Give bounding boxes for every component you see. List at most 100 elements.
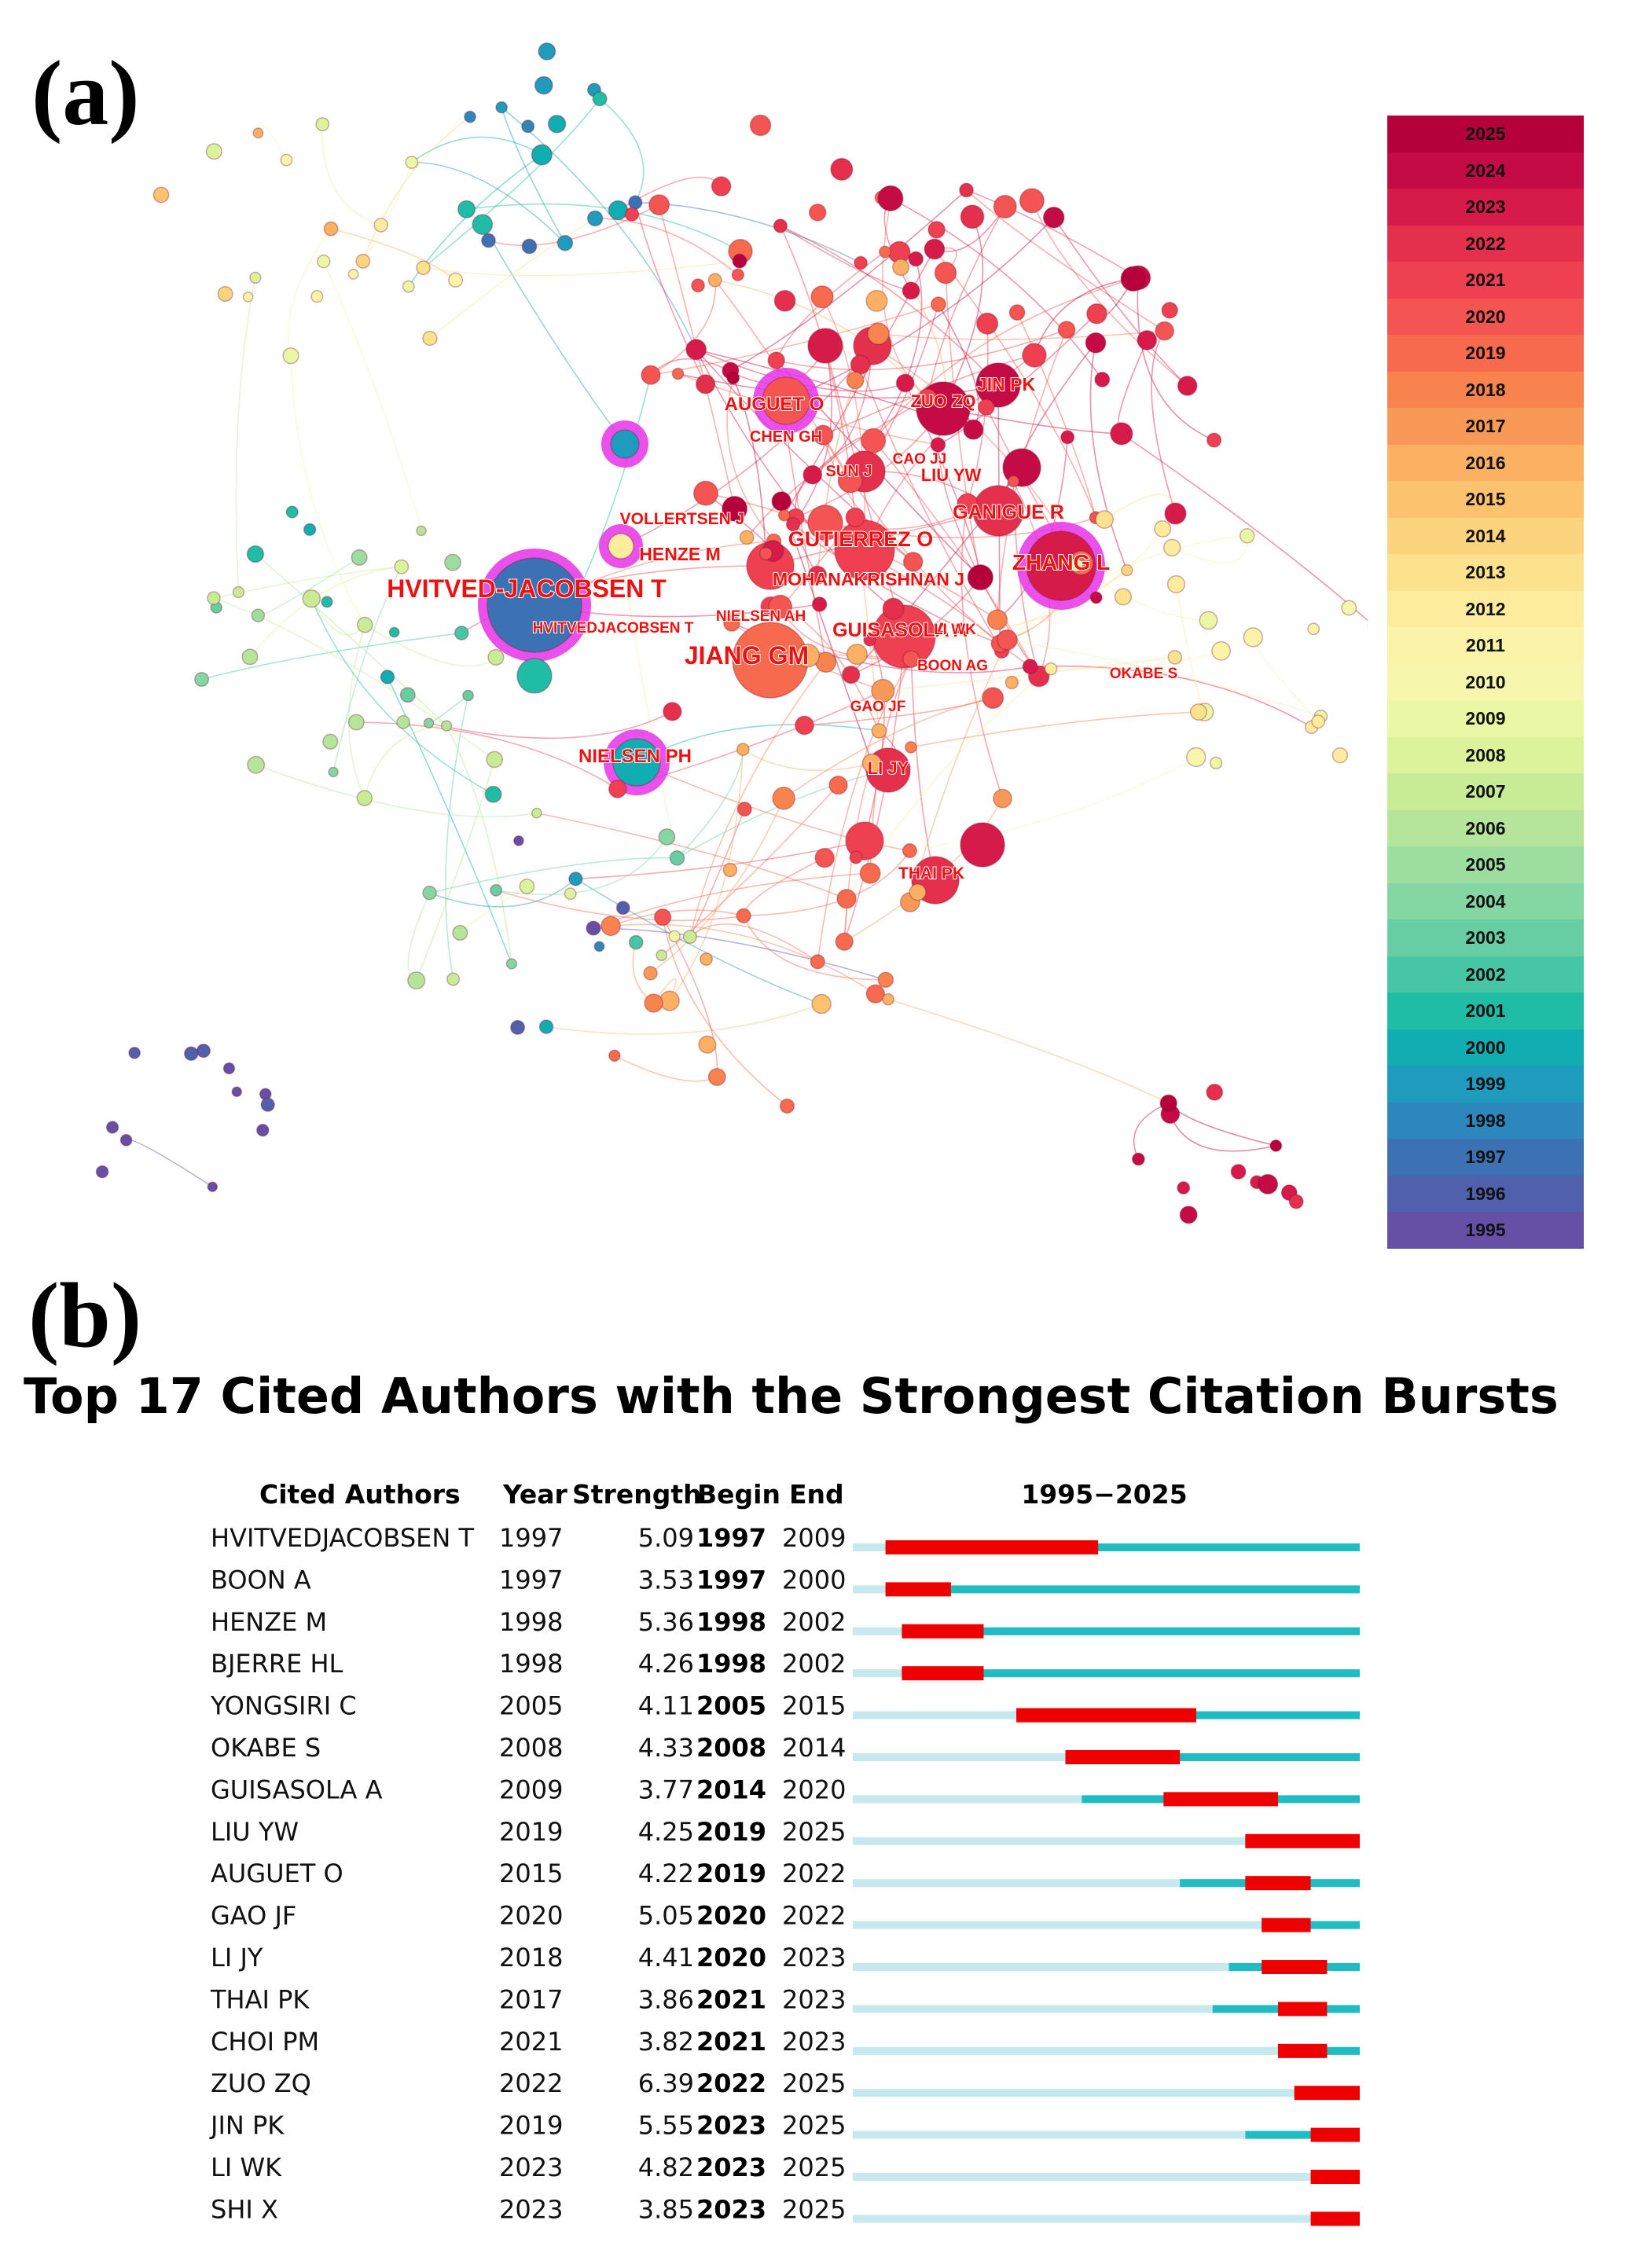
row-year: 2017 [499, 1984, 563, 2014]
row-end: 2025 [782, 2194, 846, 2224]
network-node [1159, 1094, 1177, 1112]
row-begin: 2020 [696, 1901, 766, 1931]
network-node [95, 1165, 109, 1179]
network-node [251, 608, 266, 622]
row-strength: 4.22 [638, 1859, 694, 1888]
network-node [711, 176, 732, 196]
node-label: LIU YW [921, 465, 982, 485]
burst-row: LI JY 2018 4.41 2020 2023 [211, 1943, 1360, 1974]
burst-segment [1277, 2002, 1328, 2017]
network-edge [878, 330, 1165, 340]
row-begin: 2021 [696, 1984, 766, 2014]
network-node [516, 658, 553, 694]
row-strength: 4.26 [638, 1649, 694, 1679]
node-label: LI WK [934, 622, 976, 638]
network-node [986, 609, 1008, 630]
burst-row: JIN PK 2019 5.55 2023 2025 [209, 2111, 1360, 2142]
row-author: LIU YW [211, 1817, 299, 1847]
network-node [993, 194, 1017, 219]
network-edge [746, 398, 928, 538]
network-edge [792, 523, 1001, 644]
network-node [1120, 266, 1147, 292]
network-edge [620, 545, 678, 858]
network-node [1068, 557, 1084, 573]
network-edge [330, 228, 457, 281]
network-node [1307, 622, 1320, 636]
row-begin: 2005 [696, 1691, 766, 1721]
network-node [355, 253, 371, 269]
network-node [768, 594, 793, 619]
legend-year-2016: 2016 [1387, 444, 1584, 481]
network-node [877, 971, 894, 989]
network-node [691, 278, 706, 293]
network-edge [890, 197, 1103, 380]
network-node [722, 862, 738, 878]
network-node [446, 972, 461, 986]
timeline-bar [853, 1837, 1360, 1845]
legend-year-2021: 2021 [1387, 262, 1584, 299]
network-edge [1089, 343, 1128, 571]
network-edge [501, 107, 566, 244]
row-year: 2023 [499, 2194, 563, 2224]
network-node [1019, 188, 1045, 214]
network-edge [689, 923, 818, 963]
network-node [285, 505, 299, 519]
legend-year-2007: 2007 [1387, 773, 1584, 810]
network-node [692, 480, 719, 506]
network-node [416, 525, 427, 537]
network-node [1004, 675, 1019, 690]
network-edge [1007, 639, 1321, 717]
network-node [472, 214, 494, 236]
node-label: MOHANAKRISHNAN J [773, 569, 964, 589]
network-edge [942, 408, 1122, 435]
row-begin: 1997 [696, 1565, 766, 1595]
row-begin: 2014 [696, 1774, 766, 1804]
burst-segment [1277, 2043, 1328, 2058]
network-edge [966, 189, 1139, 279]
network-edge [634, 202, 707, 385]
row-begin: 1997 [696, 1523, 766, 1553]
network-edge [662, 916, 718, 1077]
network-edge [676, 749, 744, 859]
network-node [722, 495, 748, 522]
network-node [1230, 1163, 1247, 1180]
network-node [260, 1097, 275, 1112]
network-edge [909, 756, 1197, 852]
network-node [454, 626, 469, 640]
network-node [509, 1019, 526, 1035]
network-node [807, 565, 828, 585]
legend-year-2019: 2019 [1387, 335, 1584, 372]
row-year: 2021 [499, 2027, 563, 2057]
active-segment [885, 1585, 1360, 1594]
network-node [1341, 600, 1357, 616]
network-node [777, 508, 791, 522]
network-node [707, 1067, 726, 1087]
burst-row: ZUO ZQ 2022 6.39 2022 2025 [211, 2068, 1360, 2101]
network-edge [1171, 535, 1248, 563]
network-node [347, 268, 359, 280]
burst-segment [902, 1624, 984, 1639]
co-citation-network: HVITVED-JACOBSEN T JIANG GM ZHANG L AUGUET … [95, 42, 1368, 1224]
network-node [736, 743, 750, 757]
burst-segment [1163, 1792, 1278, 1807]
network-edge [669, 749, 744, 1001]
row-end: 2002 [782, 1607, 846, 1637]
node-label: GUISASOLA A [832, 619, 968, 641]
network-node [963, 419, 984, 440]
row-author: THAI PK [210, 1984, 310, 2014]
node-label: SUN J [826, 463, 872, 480]
network-node [317, 254, 331, 269]
network-node [861, 428, 887, 453]
network-node [593, 941, 605, 952]
network-edge [785, 217, 1055, 402]
burst-segment [1310, 2127, 1360, 2142]
network-node [152, 186, 170, 204]
burst-segment [902, 1666, 984, 1681]
node-label: ZHANG L [1012, 550, 1110, 574]
network-node [1206, 1083, 1224, 1101]
burst-row: HENZE M 1998 5.36 1998 2002 [211, 1607, 1360, 1639]
network-node [490, 883, 503, 897]
network-node [351, 549, 368, 566]
network-node [957, 493, 979, 515]
